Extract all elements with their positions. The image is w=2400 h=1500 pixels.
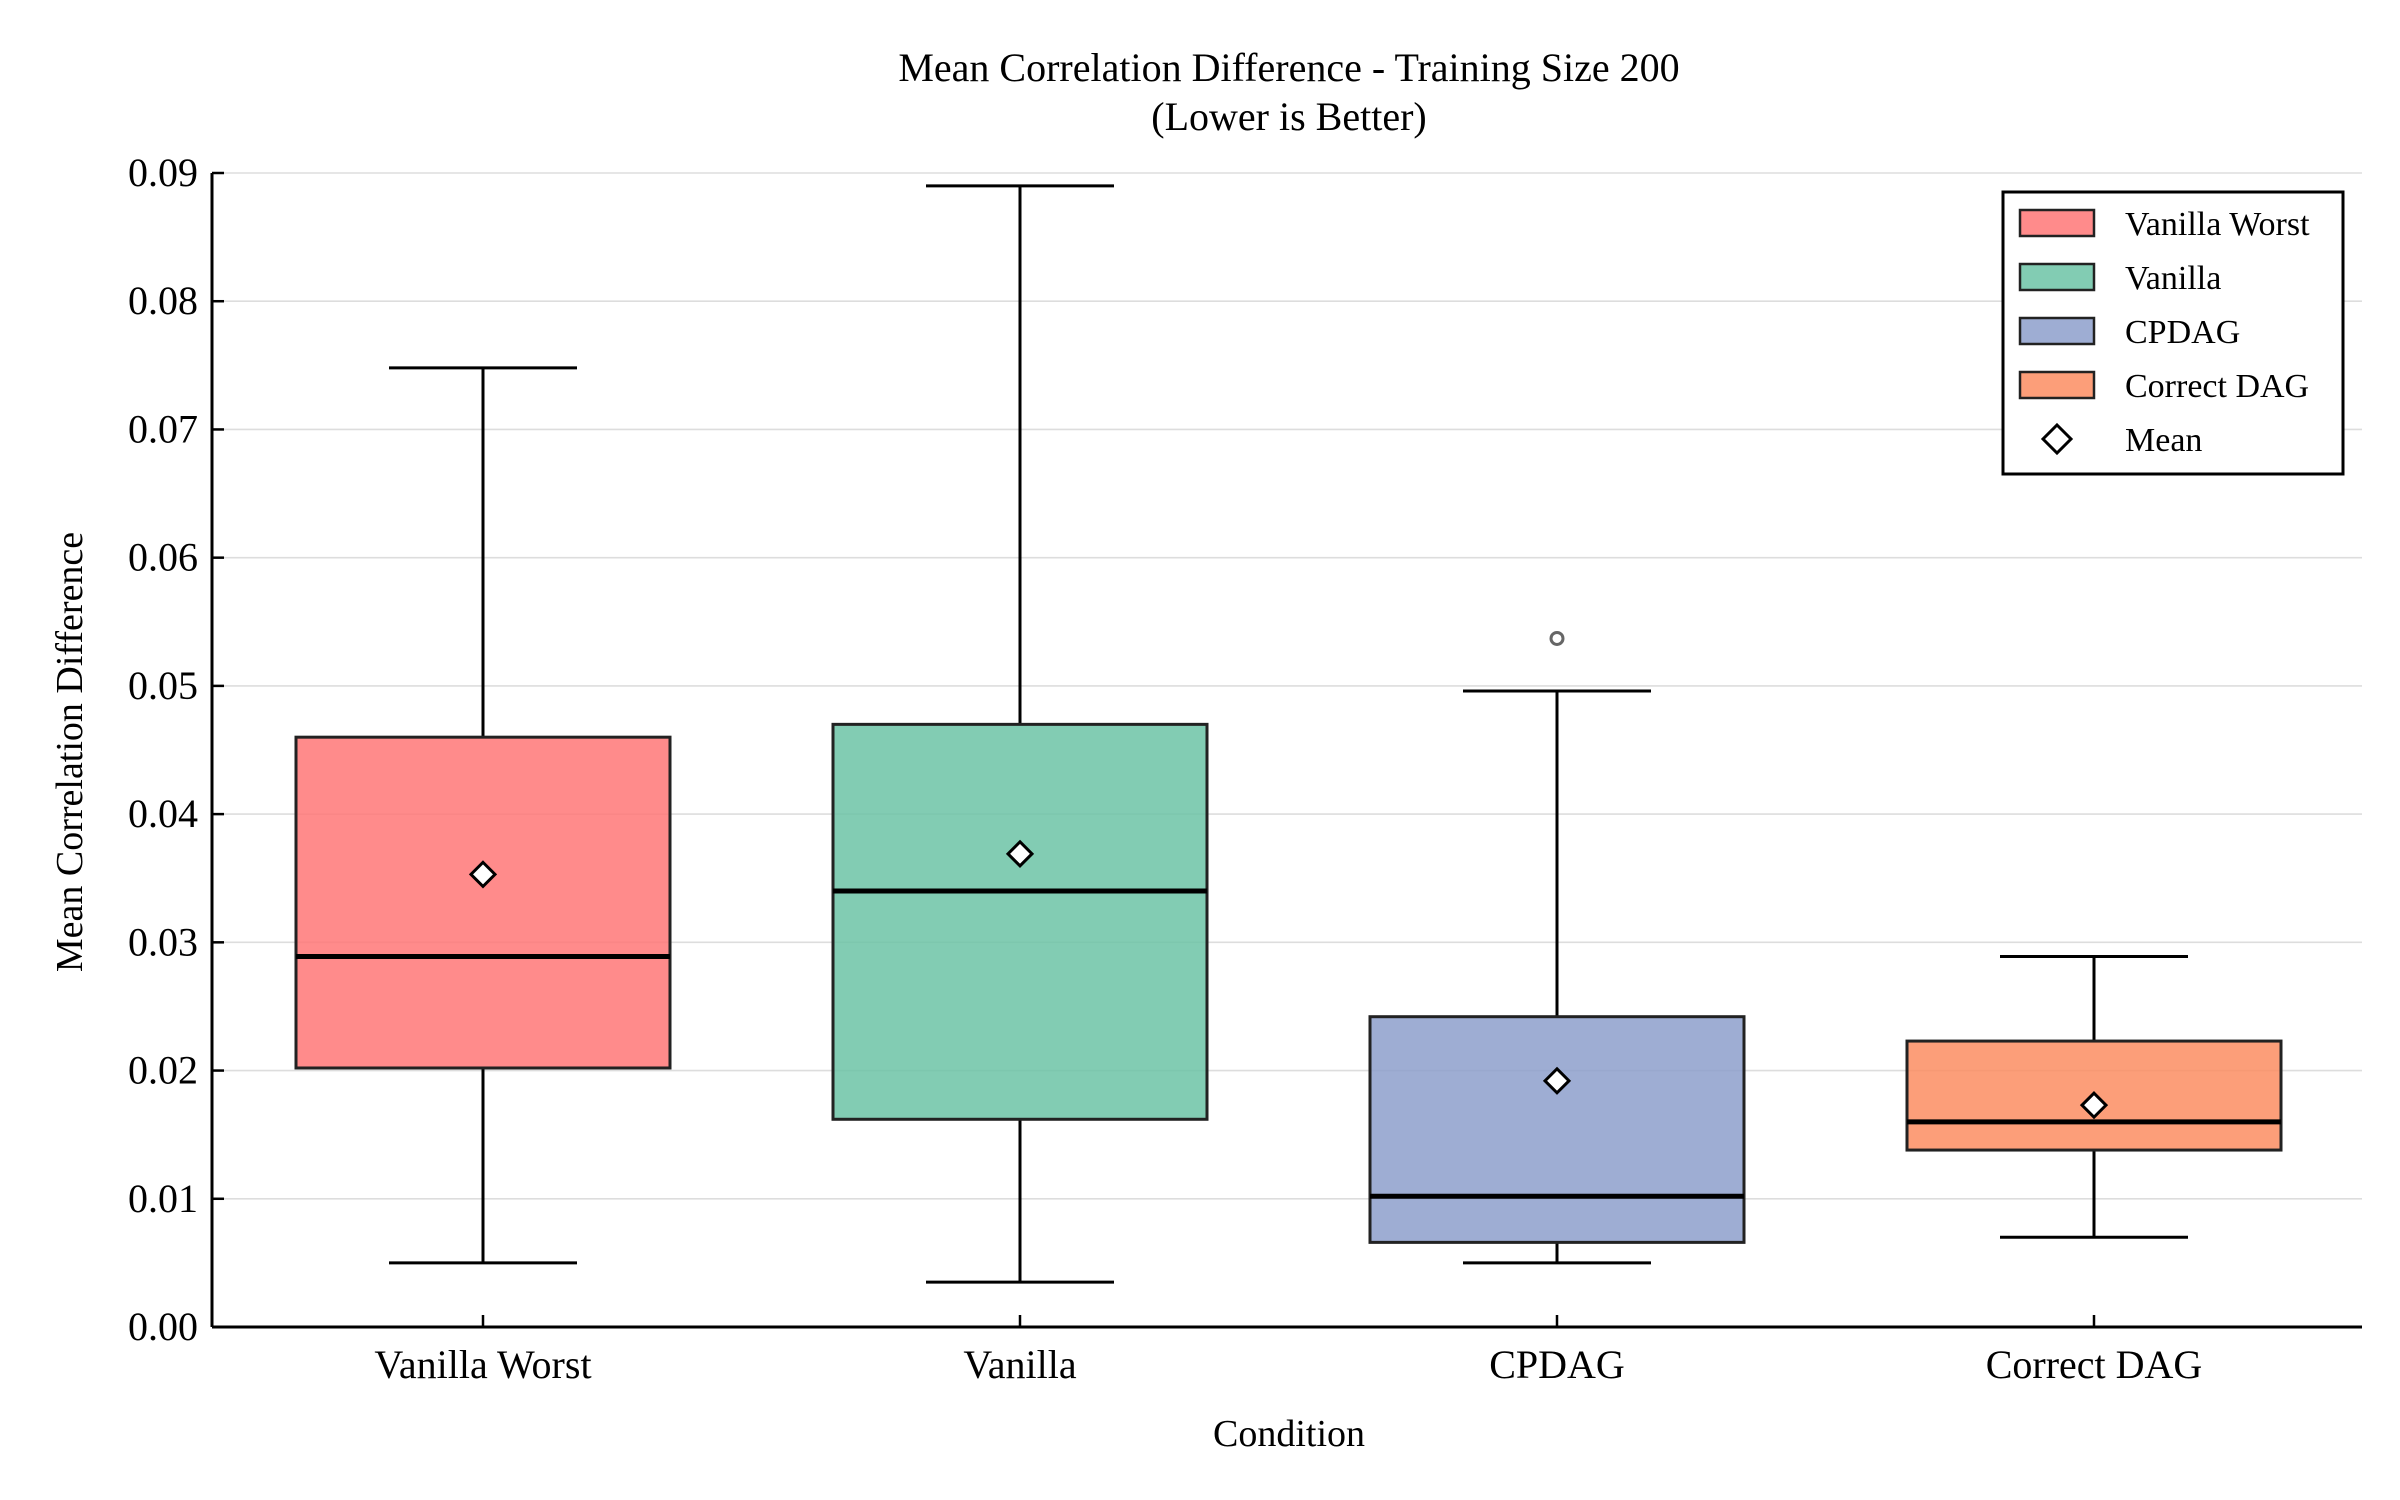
legend-swatch	[2018, 370, 2096, 400]
legend: Vanilla Worst Vanilla CPDAG Correct DAG Mean	[2001, 190, 2345, 476]
y-tick-label: 0.03	[128, 919, 198, 964]
mean-marker	[1542, 1066, 1572, 1095]
y-tick-label: 0.01	[128, 1176, 198, 1221]
outlier-point	[1549, 630, 1565, 646]
y-tick-label: 0.06	[128, 535, 198, 580]
chart-subtitle: (Lower is Better)	[1151, 94, 1426, 139]
legend-label: Mean	[2125, 422, 2202, 459]
legend-mean-marker	[2040, 422, 2074, 456]
y-tick-label: 0.08	[128, 278, 198, 323]
box-iqr	[831, 722, 1209, 1121]
box-group-vanilla-worst	[294, 366, 672, 1265]
legend-label: Correct DAG	[2125, 368, 2309, 405]
y-axis-label: Mean Correlation Difference	[49, 532, 91, 972]
legend-label: Vanilla	[2125, 260, 2221, 297]
legend-label: CPDAG	[2125, 314, 2240, 351]
y-tick-label: 0.05	[128, 663, 198, 708]
box-iqr	[1368, 1015, 1746, 1244]
box-group-vanilla	[831, 184, 1209, 1284]
y-tick-label: 0.02	[128, 1048, 198, 1093]
mean-marker	[2079, 1091, 2109, 1120]
box-iqr	[294, 735, 672, 1070]
mean-marker	[1005, 839, 1035, 868]
mean-marker	[468, 860, 498, 889]
x-axis-label: Condition	[1213, 1413, 1365, 1455]
x-tick-label: Vanilla	[963, 1342, 1077, 1387]
legend-swatch	[2018, 208, 2096, 238]
axes: 0.00 0.01 0.02 0.03 0.04 0.05 0.06 0.07 0.08 0.09…	[128, 150, 2362, 1387]
box-layer	[294, 184, 2283, 1284]
legend-swatch	[2018, 316, 2096, 346]
legend-swatch	[2018, 262, 2096, 292]
legend-label: Vanilla Worst	[2125, 206, 2310, 243]
box-group-correct-dag	[1905, 954, 2283, 1239]
x-tick-label: Correct DAG	[1986, 1342, 2203, 1387]
chart-title: Mean Correlation Difference - Training S…	[898, 45, 1679, 90]
box-group-cpdag	[1368, 630, 1746, 1265]
x-tick-label: CPDAG	[1489, 1342, 1625, 1387]
y-tick-label: 0.09	[128, 150, 198, 195]
y-tick-label: 0.04	[128, 791, 198, 836]
y-tick-label: 0.00	[128, 1304, 198, 1349]
y-tick-label: 0.07	[128, 406, 198, 451]
x-tick-label: Vanilla Worst	[374, 1342, 591, 1387]
